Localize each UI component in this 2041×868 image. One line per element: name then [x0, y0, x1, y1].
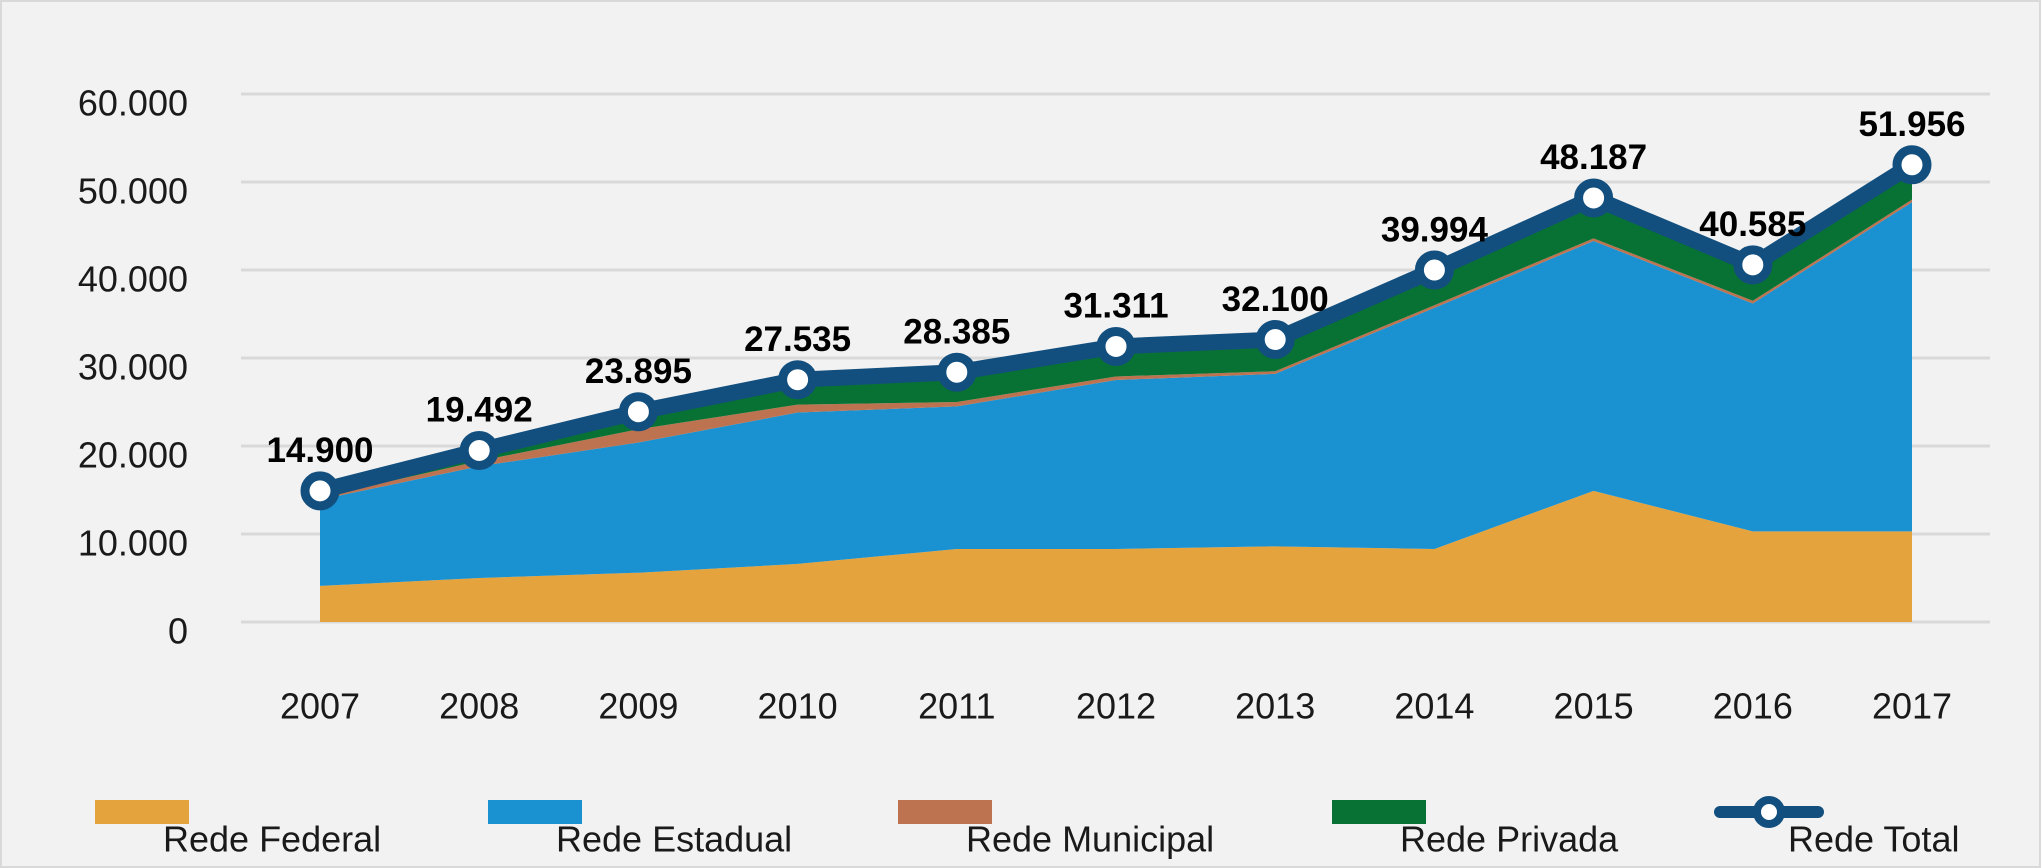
legend-swatch [1753, 796, 1785, 828]
area [320, 199, 1912, 500]
marker [1414, 250, 1454, 290]
x-tick-label: 2007 [280, 686, 360, 727]
marker [300, 471, 340, 511]
value-label: 48.187 [1540, 138, 1647, 177]
legend-swatch [1332, 800, 1426, 824]
value-label: 31.311 [1063, 287, 1168, 326]
legend-label: Rede Estadual [556, 819, 792, 860]
marker [1892, 145, 1932, 185]
marker [1096, 326, 1136, 366]
area [320, 164, 1912, 498]
legend-label: Rede Privada [1400, 819, 1619, 860]
x-tick-label: 2017 [1872, 686, 1952, 727]
y-tick-label: 20.000 [78, 435, 188, 476]
marker [937, 352, 977, 392]
y-tick-label: 10.000 [78, 523, 188, 564]
legend-swatch [898, 800, 992, 824]
x-tick-label: 2014 [1394, 686, 1474, 727]
legend-label: Rede Municipal [966, 819, 1214, 860]
x-tick-label: 2012 [1076, 686, 1156, 727]
legend-label: Rede Total [1788, 819, 1959, 860]
y-tick-label: 0 [168, 611, 188, 652]
value-label: 40.585 [1699, 205, 1806, 244]
x-tick-label: 2008 [439, 686, 519, 727]
x-tick-label: 2016 [1713, 686, 1793, 727]
marker [459, 430, 499, 470]
value-label: 23.895 [585, 352, 692, 391]
x-tick-label: 2010 [758, 686, 838, 727]
x-tick-label: 2009 [598, 686, 678, 727]
marker [778, 360, 818, 400]
value-label: 28.385 [903, 312, 1010, 351]
y-tick-label: 40.000 [78, 259, 188, 300]
value-label: 32.100 [1222, 280, 1329, 319]
value-label: 51.956 [1858, 105, 1965, 144]
x-tick-label: 2011 [918, 686, 995, 727]
marker [1574, 178, 1614, 218]
legend-label: Rede Federal [163, 819, 381, 860]
x-tick-label: 2013 [1235, 686, 1315, 727]
area [320, 490, 1912, 622]
marker [1733, 245, 1773, 285]
area [320, 202, 1912, 586]
y-tick-label: 30.000 [78, 347, 188, 388]
value-label: 39.994 [1381, 210, 1489, 249]
y-tick-label: 50.000 [78, 171, 188, 212]
marker [1255, 320, 1295, 360]
legend-swatch [488, 800, 582, 824]
value-label: 27.535 [744, 320, 851, 359]
marker [618, 392, 658, 432]
value-label: 14.900 [266, 431, 373, 470]
value-label: 19.492 [426, 391, 533, 430]
legend-swatch [95, 800, 189, 824]
y-tick-label: 60.000 [78, 83, 188, 124]
x-tick-label: 2015 [1554, 686, 1634, 727]
